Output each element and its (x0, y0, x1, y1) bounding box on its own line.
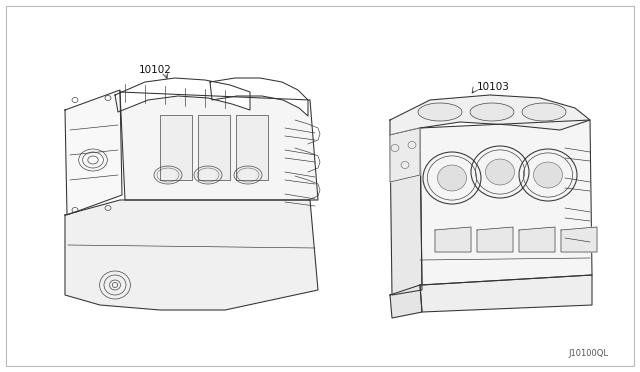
Text: 10103: 10103 (477, 82, 509, 92)
Polygon shape (210, 78, 308, 116)
Polygon shape (420, 120, 592, 285)
Polygon shape (390, 128, 420, 182)
Polygon shape (435, 227, 471, 252)
Polygon shape (390, 285, 422, 318)
Polygon shape (390, 128, 422, 295)
Ellipse shape (418, 103, 462, 121)
Polygon shape (519, 227, 555, 252)
Ellipse shape (438, 165, 467, 191)
Polygon shape (120, 92, 318, 200)
FancyBboxPatch shape (236, 115, 268, 180)
Ellipse shape (522, 103, 566, 121)
FancyBboxPatch shape (198, 115, 230, 180)
Polygon shape (561, 227, 597, 252)
FancyBboxPatch shape (160, 115, 192, 180)
Polygon shape (390, 95, 590, 135)
Ellipse shape (470, 103, 514, 121)
Polygon shape (115, 78, 250, 112)
Text: 10102: 10102 (139, 65, 172, 75)
Text: J10100QL: J10100QL (568, 349, 608, 358)
Ellipse shape (534, 162, 563, 188)
Polygon shape (420, 275, 592, 312)
Ellipse shape (486, 159, 515, 185)
Polygon shape (65, 200, 318, 310)
Polygon shape (477, 227, 513, 252)
Polygon shape (65, 90, 122, 215)
